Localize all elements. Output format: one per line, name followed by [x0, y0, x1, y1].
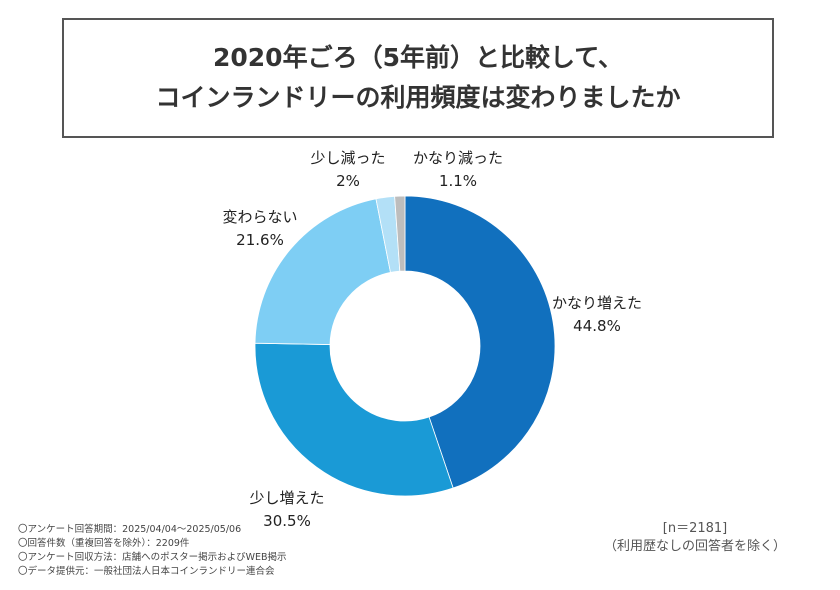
category-label: 少し減った: [310, 149, 386, 167]
sample-note: （利用歴なしの回答者を除く）: [603, 539, 786, 554]
title-line-2: コインランドリーの利用頻度は変わりましたか: [155, 83, 681, 112]
title-line-1: 2020年ごろ（5年前）と比較して、: [213, 43, 623, 72]
donut-slice-4: [394, 195, 406, 272]
category-label: かなり減った: [412, 149, 504, 167]
value-label: 44.8%: [573, 317, 621, 335]
note-count: 〇回答件数（重複回答を除外）：2209件: [18, 538, 190, 549]
value-label: 21.6%: [236, 231, 284, 249]
category-label: かなり増えた: [551, 294, 643, 312]
chart-title: 2020年ごろ（5年前）と比較して、 コインランドリーの利用頻度は変わりましたか: [62, 18, 774, 138]
note-period: 〇アンケート回答期間：2025/04/04〜2025/05/06: [18, 524, 242, 535]
donut-slice-0: [404, 195, 556, 489]
label-slightly-increased: 少し増えた 30.5%: [249, 487, 324, 533]
note-source: 〇データ提供元：一般社団法人日本コインランドリー連合会: [18, 566, 275, 577]
value-label: 30.5%: [263, 512, 311, 530]
donut-slice-1: [254, 342, 454, 497]
sample-size: [n＝2181] （利用歴なしの回答者を除く）: [580, 520, 810, 556]
sample-n: [n＝2181]: [662, 521, 728, 536]
label-greatly-decreased: かなり減った 1.1%: [413, 147, 503, 193]
donut-slice-2: [254, 198, 391, 345]
category-label: 変わらない: [222, 208, 298, 226]
survey-notes: 〇アンケート回答期間：2025/04/04〜2025/05/06 〇回答件数（重…: [18, 523, 287, 579]
label-slightly-decreased: 少し減った 2%: [310, 147, 385, 193]
label-greatly-increased: かなり増えた 44.8%: [552, 292, 642, 338]
value-label: 1.1%: [438, 172, 478, 190]
value-label: 2%: [336, 172, 360, 190]
note-method: 〇アンケート回収方法：店舗へのポスター掲示およびWEB掲示: [18, 552, 287, 563]
category-label: 少し増えた: [249, 489, 325, 507]
label-unchanged: 変わらない 21.6%: [222, 206, 297, 252]
